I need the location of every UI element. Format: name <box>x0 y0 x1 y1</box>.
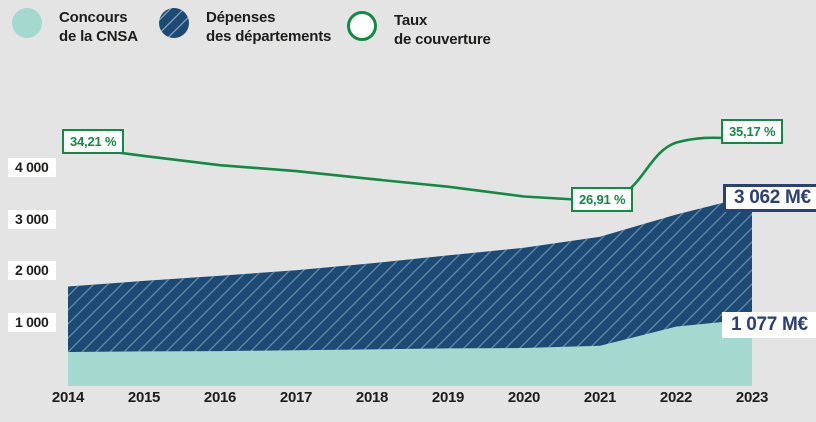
legend-item-depenses: Dépenses des départements <box>159 8 331 46</box>
legend-item-taux: Taux de couverture <box>347 11 491 49</box>
x-tick-label: 2021 <box>583 389 617 406</box>
legend-label-line: de la CNSA <box>59 28 138 45</box>
x-tick-label: 2017 <box>279 389 313 406</box>
taux-line <box>67 136 753 203</box>
depenses-2023-value-label: 3 062 M€ <box>723 184 816 212</box>
x-tick-label: 2023 <box>735 389 769 406</box>
x-tick-label: 2018 <box>355 389 389 406</box>
y-tick-label: 3 000 <box>8 209 56 229</box>
x-tick-label: 2015 <box>127 389 161 406</box>
taux-2021-label: 26,91 % <box>571 187 634 212</box>
x-tick-label: 2019 <box>431 389 465 406</box>
legend: Concours de la CNSA Dépenses des départe… <box>0 0 816 60</box>
legend-label-line: de couverture <box>394 31 491 48</box>
x-tick-label: 2014 <box>51 389 85 406</box>
taux-2023-label: 35,17 % <box>721 119 784 144</box>
concours-2023-value-label: 1 077 M€ <box>722 312 816 338</box>
concours-swatch-icon <box>12 8 42 38</box>
taux-swatch-icon <box>347 11 377 41</box>
depenses-area-hatch <box>68 195 752 386</box>
depenses-swatch-icon <box>159 8 189 38</box>
legend-label-concours: Concours de la CNSA <box>59 8 138 46</box>
y-tick-label: 2 000 <box>8 261 56 280</box>
concours-area <box>68 319 752 386</box>
taux-2014-label: 34,21 % <box>62 129 125 154</box>
y-tick-label: 4 000 <box>8 158 56 177</box>
x-tick-label: 2020 <box>507 389 541 406</box>
legend-label-line: Dépenses <box>206 9 276 26</box>
x-tick-label: 2016 <box>203 389 237 406</box>
legend-label-line: Taux <box>394 12 428 29</box>
legend-label-depenses: Dépenses des départements <box>206 8 331 46</box>
y-tick-label: 1 000 <box>8 312 56 332</box>
legend-item-concours: Concours de la CNSA <box>12 8 138 46</box>
legend-label-taux: Taux de couverture <box>394 11 491 49</box>
legend-label-line: Concours <box>59 9 128 26</box>
x-tick-label: 2022 <box>659 389 693 406</box>
legend-label-line: des départements <box>206 28 332 45</box>
